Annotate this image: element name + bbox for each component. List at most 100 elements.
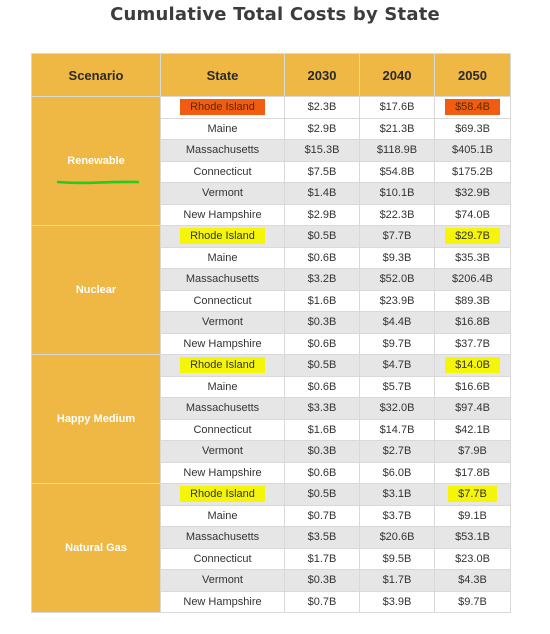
state-highlight: Rhode Island bbox=[180, 486, 265, 503]
cost-table: Scenario State 2030 2040 2050 Renewable … bbox=[31, 53, 511, 613]
table-row: Connecticut $7.5B $54.8B $175.2B bbox=[32, 160, 511, 183]
value-2040: $52.0B bbox=[359, 268, 435, 291]
value-2040: $20.6B bbox=[359, 526, 435, 549]
value-2040: $32.0B bbox=[359, 397, 435, 420]
value-2040: $10.1B bbox=[359, 182, 435, 205]
table-row: Maine $0.6B $5.7B $16.6B bbox=[32, 375, 511, 398]
value-2040: $54.8B bbox=[359, 160, 435, 183]
value-2030: $0.3B bbox=[284, 440, 360, 463]
header-2030: 2030 bbox=[284, 53, 360, 97]
value-2030: $0.3B bbox=[284, 311, 360, 334]
value-2030: $0.7B bbox=[284, 590, 360, 613]
value-2040: $5.7B bbox=[359, 375, 435, 398]
value-2040: $14.7B bbox=[359, 418, 435, 441]
value-2030: $7.5B bbox=[284, 160, 360, 183]
table-row: Connecticut $1.7B $9.5B $23.0B bbox=[32, 547, 511, 570]
scenario-natural-gas: Natural Gas bbox=[31, 483, 161, 613]
value-highlight: $7.7B bbox=[448, 486, 497, 503]
state-cell: Maine bbox=[160, 246, 285, 269]
table-row: Vermont $0.3B $4.4B $16.8B bbox=[32, 311, 511, 334]
table-row: New Hampshire $2.9B $22.3B $74.0B bbox=[32, 203, 511, 226]
state-highlight: Rhode Island bbox=[180, 99, 265, 116]
table-row: Natural Gas Rhode Island $0.5B $3.1B $7.… bbox=[31, 483, 511, 613]
state-cell: Connecticut bbox=[160, 160, 285, 183]
state-cell: New Hampshire bbox=[160, 332, 285, 355]
scenario-label: Happy Medium bbox=[56, 413, 136, 425]
scenario-label: Nuclear bbox=[75, 284, 117, 296]
table-row: Massachusetts $3.5B $20.6B $53.1B bbox=[32, 526, 511, 549]
table-row: New Hampshire $0.6B $9.7B $37.7B bbox=[32, 332, 511, 355]
value-2030: $0.5B bbox=[284, 483, 360, 506]
value-2030: $3.3B bbox=[284, 397, 360, 420]
value-2030: $2.9B bbox=[284, 117, 360, 140]
value-2050: $53.1B bbox=[434, 526, 511, 549]
scenario-label: Natural Gas bbox=[65, 542, 127, 554]
value-2050: $405.1B bbox=[434, 139, 511, 162]
value-2040: $3.7B bbox=[359, 504, 435, 527]
value-2050: $7.9B bbox=[434, 440, 511, 463]
green-underline-annotation bbox=[57, 180, 140, 185]
value-2030: $0.6B bbox=[284, 246, 360, 269]
value-highlight: $58.4B bbox=[445, 99, 500, 116]
state-highlight: Rhode Island bbox=[180, 228, 265, 245]
scenario-label: Renewable bbox=[67, 155, 125, 167]
value-2050: $32.9B bbox=[434, 182, 511, 205]
value-2050: $9.7B bbox=[434, 590, 511, 613]
value-2030: $0.5B bbox=[284, 354, 360, 377]
state-cell: Rhode Island bbox=[160, 225, 285, 248]
state-cell: Maine bbox=[160, 117, 285, 140]
state-highlight: Rhode Island bbox=[180, 357, 265, 374]
value-2050: $42.1B bbox=[434, 418, 511, 441]
value-2050: $4.3B bbox=[434, 569, 511, 592]
value-2050: $16.8B bbox=[434, 311, 511, 334]
state-cell: Rhode Island bbox=[160, 483, 285, 506]
table-row: New Hampshire $0.6B $6.0B $17.8B bbox=[32, 461, 511, 484]
state-cell: Maine bbox=[160, 375, 285, 398]
value-2030: $1.6B bbox=[284, 289, 360, 312]
value-2050: $69.3B bbox=[434, 117, 511, 140]
value-2030: $0.7B bbox=[284, 504, 360, 527]
value-2050: $74.0B bbox=[434, 203, 511, 226]
value-2030: $2.9B bbox=[284, 203, 360, 226]
value-highlight: $14.0B bbox=[445, 357, 500, 374]
value-2030: $0.6B bbox=[284, 461, 360, 484]
value-2040: $4.4B bbox=[359, 311, 435, 334]
value-highlight: $29.7B bbox=[445, 228, 500, 245]
state-cell: New Hampshire bbox=[160, 590, 285, 613]
state-cell: Rhode Island bbox=[160, 354, 285, 377]
value-2040: $118.9B bbox=[359, 139, 435, 162]
state-cell: Vermont bbox=[160, 440, 285, 463]
scenario-nuclear: Nuclear bbox=[31, 225, 161, 355]
state-cell: Vermont bbox=[160, 182, 285, 205]
value-2040: $21.3B bbox=[359, 117, 435, 140]
state-cell: Massachusetts bbox=[160, 526, 285, 549]
table-row: Maine $0.6B $9.3B $35.3B bbox=[32, 246, 511, 269]
value-2040: $23.9B bbox=[359, 289, 435, 312]
state-cell: New Hampshire bbox=[160, 203, 285, 226]
value-2040: $3.9B bbox=[359, 590, 435, 613]
page-title: Cumulative Total Costs by State bbox=[110, 4, 440, 25]
value-2050: $16.6B bbox=[434, 375, 511, 398]
state-cell: New Hampshire bbox=[160, 461, 285, 484]
value-2030: $0.6B bbox=[284, 332, 360, 355]
table-row: New Hampshire $0.7B $3.9B $9.7B bbox=[32, 590, 511, 613]
table-row: Nuclear Rhode Island $0.5B $7.7B $29.7B bbox=[31, 225, 511, 355]
value-2030: $0.3B bbox=[284, 569, 360, 592]
value-2050: $9.1B bbox=[434, 504, 511, 527]
scenario-label-wrap: Renewable bbox=[57, 155, 140, 185]
value-2040: $17.6B bbox=[359, 96, 435, 119]
value-2040: $9.7B bbox=[359, 332, 435, 355]
table-row: Massachusetts $3.2B $52.0B $206.4B bbox=[32, 268, 511, 291]
value-2040: $3.1B bbox=[359, 483, 435, 506]
table-row: Connecticut $1.6B $14.7B $42.1B bbox=[32, 418, 511, 441]
header-state: State bbox=[160, 53, 285, 97]
value-2040: $4.7B bbox=[359, 354, 435, 377]
value-2030: $1.6B bbox=[284, 418, 360, 441]
table-row: Connecticut $1.6B $23.9B $89.3B bbox=[32, 289, 511, 312]
scenario-renewable: Renewable bbox=[31, 96, 161, 226]
state-cell: Vermont bbox=[160, 311, 285, 334]
value-2040: $6.0B bbox=[359, 461, 435, 484]
state-cell: Rhode Island bbox=[160, 96, 285, 119]
state-cell: Connecticut bbox=[160, 289, 285, 312]
value-2030: $0.5B bbox=[284, 225, 360, 248]
